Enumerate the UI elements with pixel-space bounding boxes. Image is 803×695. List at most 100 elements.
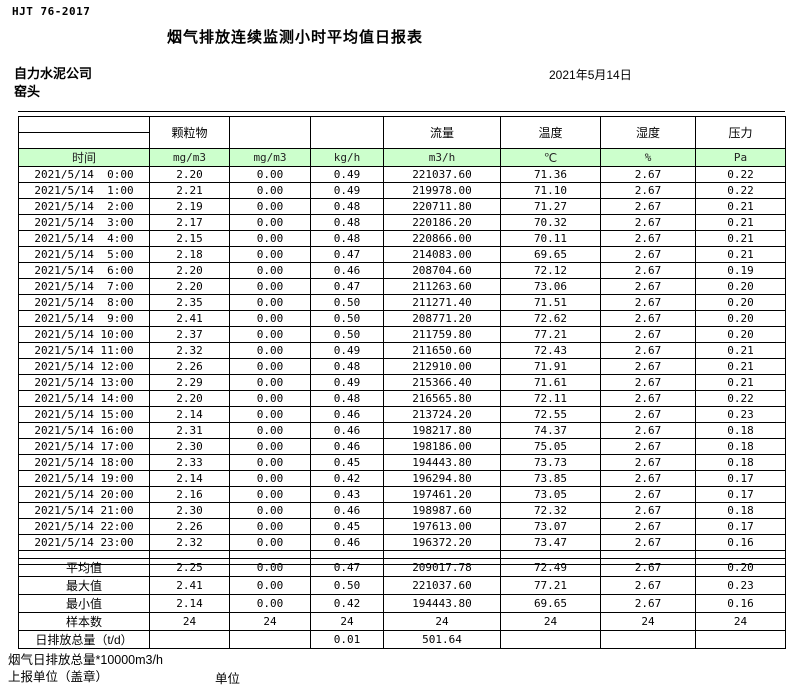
value-cell: 0.47	[310, 246, 384, 263]
value-cell: 0.46	[310, 262, 384, 279]
value-cell: 2.20	[149, 166, 230, 183]
value-cell: 2.30	[149, 438, 230, 455]
value-cell: 0.50	[310, 326, 384, 343]
table-row: 2021/5/14 9:00 2.41 0.00 0.50 208771.20 72.62…	[18, 310, 786, 327]
table-row: 2021/5/14 1:00 2.21 0.00 0.49 219978.00 71.10…	[18, 182, 786, 199]
value-cell: 0.00	[229, 166, 311, 183]
value-cell: 71.91	[500, 358, 601, 375]
time-cell: 2021/5/14 5:00	[18, 246, 150, 263]
value-cell: 0.46	[310, 502, 384, 519]
value-cell: 2.16	[149, 486, 230, 503]
table-row: 2021/5/14 23:00 2.32 0.00 0.46 196372.20 73.4…	[18, 534, 786, 551]
value-cell: 0.00	[229, 390, 311, 407]
value-cell: 2.21	[149, 182, 230, 199]
value-cell: 2.67	[600, 294, 696, 311]
value-cell: 2.67	[600, 262, 696, 279]
value-cell: 198217.80	[383, 422, 501, 439]
value-cell: 73.73	[500, 454, 601, 471]
value-cell: 24	[383, 612, 501, 631]
value-cell: 2.41	[149, 576, 230, 595]
value-cell: 0.22	[695, 166, 786, 183]
value-cell: 2.67	[600, 278, 696, 295]
value-cell: 209017.78	[383, 558, 501, 577]
value-cell: 0.00	[229, 198, 311, 215]
value-cell	[695, 630, 786, 649]
value-cell: 0.50	[310, 576, 384, 595]
value-cell: 2.67	[600, 454, 696, 471]
value-cell: 0.20	[695, 310, 786, 327]
summary-row: 最大值 2.41 0.00 0.50 221037.60 77.21 2.67 0.23	[18, 576, 786, 595]
value-cell: 0.21	[695, 342, 786, 359]
value-cell: 211759.80	[383, 326, 501, 343]
value-cell: 0.00	[229, 406, 311, 423]
value-cell: 0.00	[229, 310, 311, 327]
value-cell: 0.00	[229, 342, 311, 359]
value-cell: 0.18	[695, 454, 786, 471]
value-cell: 71.10	[500, 182, 601, 199]
value-cell: 0.23	[695, 576, 786, 595]
value-cell: 0.18	[695, 438, 786, 455]
value-cell: 216565.80	[383, 390, 501, 407]
value-cell: 0.47	[310, 278, 384, 295]
value-cell: 69.65	[500, 246, 601, 263]
value-cell: 24	[600, 612, 696, 631]
value-cell: 219978.00	[383, 182, 501, 199]
value-cell: 0.00	[229, 454, 311, 471]
value-cell: 196372.20	[383, 534, 501, 551]
summary-table: 平均值 2.25 0.00 0.47 209017.78 72.49 2.67 0.20 最大值…	[18, 558, 786, 649]
value-cell: 0.00	[229, 438, 311, 455]
table-row: 2021/5/14 3:00 2.17 0.00 0.48 220186.20 70.32…	[18, 214, 786, 231]
value-cell: 0.16	[695, 534, 786, 551]
value-cell: 0.00	[229, 470, 311, 487]
time-cell: 2021/5/14 2:00	[18, 198, 150, 215]
footer-unit: 单位	[215, 672, 241, 686]
table-row: 2021/5/14 17:00 2.30 0.00 0.46 198186.00 75.0…	[18, 438, 786, 455]
value-cell: 0.00	[229, 214, 311, 231]
table-row: 2021/5/14 11:00 2.32 0.00 0.49 211650.60 72.4…	[18, 342, 786, 359]
table-row: 2021/5/14 4:00 2.15 0.00 0.48 220866.00 70.11…	[18, 230, 786, 247]
footer-note: 烟气日排放总量*10000m3/h	[8, 653, 163, 667]
value-cell: 0.17	[695, 518, 786, 535]
value-cell: 0.47	[310, 558, 384, 577]
value-cell: 0.21	[695, 198, 786, 215]
table-row: 2021/5/14 7:00 2.20 0.00 0.47 211263.60 73.06…	[18, 278, 786, 295]
value-cell: 208771.20	[383, 310, 501, 327]
value-cell: 2.67	[600, 594, 696, 613]
value-cell: 0.00	[229, 558, 311, 577]
time-cell: 2021/5/14 3:00	[18, 214, 150, 231]
value-cell: 72.12	[500, 262, 601, 279]
value-cell: 2.14	[149, 594, 230, 613]
value-cell: 0.00	[229, 534, 311, 551]
time-cell: 2021/5/14 22:00	[18, 518, 150, 535]
value-cell: 194443.80	[383, 594, 501, 613]
value-cell: 2.14	[149, 406, 230, 423]
value-cell: 2.67	[600, 310, 696, 327]
value-cell: 75.05	[500, 438, 601, 455]
value-cell: 2.67	[600, 518, 696, 535]
value-cell: 2.67	[600, 534, 696, 551]
value-cell: 0.00	[229, 358, 311, 375]
value-cell: 2.26	[149, 518, 230, 535]
value-cell: 0.46	[310, 406, 384, 423]
value-cell: 0.46	[310, 422, 384, 439]
standard-code: HJT 76-2017	[12, 5, 91, 18]
value-cell: 72.32	[500, 502, 601, 519]
value-cell: 71.27	[500, 198, 601, 215]
value-cell: 220711.80	[383, 198, 501, 215]
table-row: 2021/5/14 14:00 2.20 0.00 0.48 216565.80 72.1…	[18, 390, 786, 407]
summary-label-cell: 最小值	[18, 594, 150, 613]
value-cell: 77.21	[500, 576, 601, 595]
table-row: 2021/5/14 21:00 2.30 0.00 0.46 198987.60 72.3…	[18, 502, 786, 519]
value-cell	[500, 630, 601, 649]
value-cell: 0.18	[695, 422, 786, 439]
value-cell: 24	[310, 612, 384, 631]
value-cell: 0.43	[310, 486, 384, 503]
report-date: 2021年5月14日	[549, 68, 632, 82]
value-cell: 2.20	[149, 262, 230, 279]
value-cell: 0.00	[229, 246, 311, 263]
time-cell: 2021/5/14 21:00	[18, 502, 150, 519]
value-cell: 220866.00	[383, 230, 501, 247]
value-cell: 71.61	[500, 374, 601, 391]
table-row: 2021/5/14 20:00 2.16 0.00 0.43 197461.20 73.0…	[18, 486, 786, 503]
value-cell: 221037.60	[383, 166, 501, 183]
